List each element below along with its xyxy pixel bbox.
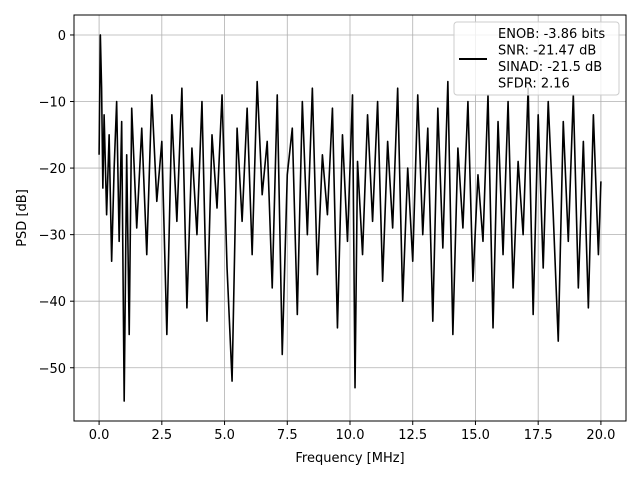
plot-area-frame — [73, 14, 627, 422]
y-tick-label: 0 — [58, 29, 66, 44]
x-tick-label: 12.5 — [398, 428, 427, 443]
psd-series-line — [98, 34, 602, 402]
x-tick-label: 7.5 — [277, 428, 298, 443]
y-tick-label: −10 — [39, 96, 66, 111]
legend-box — [453, 21, 620, 96]
y-tick-label: −30 — [39, 229, 66, 244]
y-axis-label: PSD [dB] — [15, 189, 30, 247]
x-tick-label: 17.5 — [524, 428, 553, 443]
x-tick-label: 0.0 — [89, 428, 110, 443]
x-tick-label: 15.0 — [461, 428, 490, 443]
x-axis-label: Frequency [MHz] — [295, 451, 404, 466]
series-group — [98, 34, 602, 402]
y-axis-ticks: 0 −10 −20 −30 −40 −50 — [39, 29, 74, 377]
legend-text-snr: SNR: -21.47 dB — [498, 44, 596, 59]
x-tick-label: 10.0 — [336, 428, 365, 443]
legend-text-enob: ENOB: -3.86 bits — [498, 27, 605, 42]
x-axis-ticks: 0.0 2.5 5.0 7.5 10.0 12.5 15.0 17.5 20.0 — [89, 421, 615, 443]
x-tick-label: 20.0 — [586, 428, 615, 443]
legend-text-sinad: SINAD: -21.5 dB — [498, 60, 602, 75]
y-tick-label: −50 — [39, 362, 66, 377]
legend: ENOB: -3.86 bits SNR: -21.47 dB SINAD: -… — [453, 21, 620, 96]
x-tick-label: 5.0 — [214, 428, 235, 443]
x-tick-label: 2.5 — [151, 428, 172, 443]
y-tick-label: −20 — [39, 162, 66, 177]
y-tick-label: −40 — [39, 295, 66, 310]
legend-text-sfdr: SFDR: 2.16 — [498, 77, 570, 92]
